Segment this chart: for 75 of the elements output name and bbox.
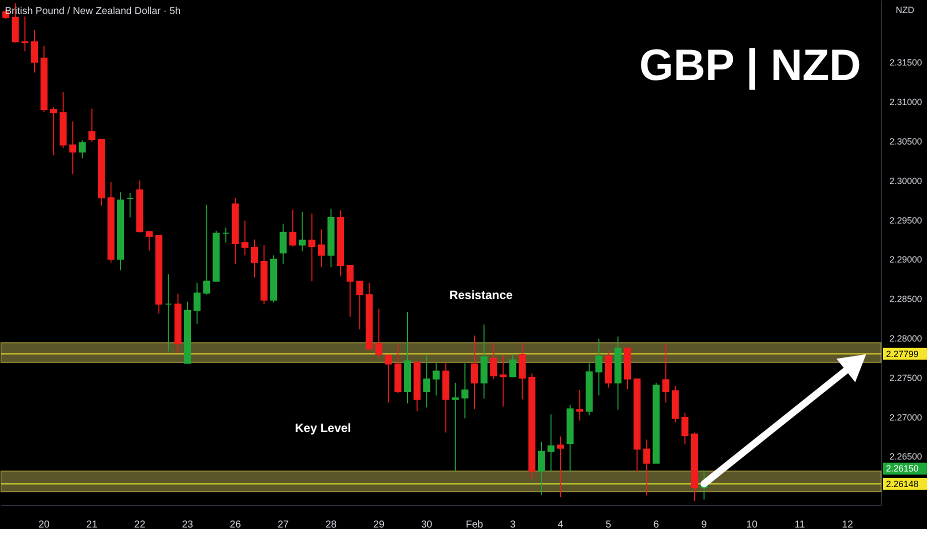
y-axis-title: NZD <box>896 5 915 15</box>
candlestick <box>432 362 440 396</box>
candlestick <box>78 140 86 159</box>
x-tick-label: 11 <box>794 520 806 530</box>
text: GBP | NZD <box>639 41 861 90</box>
x-tick-label: 26 <box>230 520 242 530</box>
x-tick-label: 12 <box>842 520 854 530</box>
candlestick <box>146 231 153 252</box>
candlestick <box>280 223 287 264</box>
candlestick <box>470 335 478 410</box>
candlestick <box>423 354 430 408</box>
x-tick-label: 29 <box>373 520 385 530</box>
candlestick <box>289 209 296 248</box>
candlestick <box>203 204 210 296</box>
y-tick-label: 2.28000 <box>890 333 922 344</box>
ref-line-label: 2.27799 <box>886 348 919 359</box>
candlestick <box>318 228 325 268</box>
candlestick <box>21 16 28 52</box>
candlestick <box>681 412 688 445</box>
candlestick <box>384 354 392 404</box>
candlestick <box>548 414 554 472</box>
candlestick <box>250 239 258 278</box>
x-tick-label: 10 <box>746 520 758 530</box>
y-tick-label: 2.27500 <box>890 372 922 383</box>
candlestick <box>461 362 468 419</box>
candlestick <box>69 120 76 175</box>
x-tick-label: 22 <box>134 520 146 530</box>
ref-line-label: 2.26150 <box>886 464 919 474</box>
y-tick-label: 2.28500 <box>890 294 922 304</box>
y-tick-label: 2.26500 <box>890 452 922 462</box>
candlestick <box>452 382 459 472</box>
x-tick-label: 28 <box>325 520 337 530</box>
candlestick <box>126 192 134 218</box>
y-tick-label: 2.29000 <box>890 254 922 265</box>
candlestick <box>194 282 201 324</box>
y-tick-label: 2.30500 <box>890 136 922 147</box>
candlestick <box>164 274 172 352</box>
candlestick <box>88 108 96 142</box>
y-tick-label: 2.29500 <box>890 215 922 226</box>
x-tick-label: 3 <box>510 520 516 530</box>
x-tick-label: Feb <box>466 520 484 530</box>
candlestick <box>308 213 316 282</box>
candlestick <box>643 439 650 496</box>
candlestick <box>662 344 670 404</box>
candlestick <box>356 280 364 330</box>
y-tick-label: 2.27000 <box>890 412 922 422</box>
candlestick <box>241 220 248 256</box>
y-tick-label: 2.31000 <box>890 97 922 108</box>
candlestick <box>557 436 564 498</box>
candlestick <box>50 106 58 156</box>
x-tick-label: 23 <box>182 520 194 530</box>
x-tick-label: 30 <box>421 520 433 530</box>
candlestick <box>576 389 584 422</box>
x-tick-label: 27 <box>278 520 290 530</box>
x-tick-label: 6 <box>653 520 660 530</box>
candlestick <box>346 265 354 318</box>
x-tick-label: 4 <box>558 520 564 530</box>
candlestick <box>509 354 516 378</box>
annotation: Key Level <box>294 421 352 435</box>
candlestick <box>298 211 306 252</box>
x-tick-label: 9 <box>701 520 708 530</box>
candlestick <box>222 227 230 244</box>
annotation: Resistance <box>449 288 514 302</box>
ref-line-label: 2.26148 <box>886 478 919 489</box>
candlestick <box>375 308 382 359</box>
candlestick <box>30 29 38 73</box>
y-tick-label: 2.30000 <box>890 176 922 186</box>
candlestick <box>500 354 507 408</box>
x-tick-label: 5 <box>606 520 612 530</box>
candlestick <box>518 342 526 400</box>
candlestick <box>595 338 602 396</box>
y-tick-label: 2.31500 <box>890 58 922 68</box>
x-tick-label: 20 <box>38 520 50 530</box>
candlestick <box>490 342 498 380</box>
x-tick-label: 21 <box>86 520 98 530</box>
